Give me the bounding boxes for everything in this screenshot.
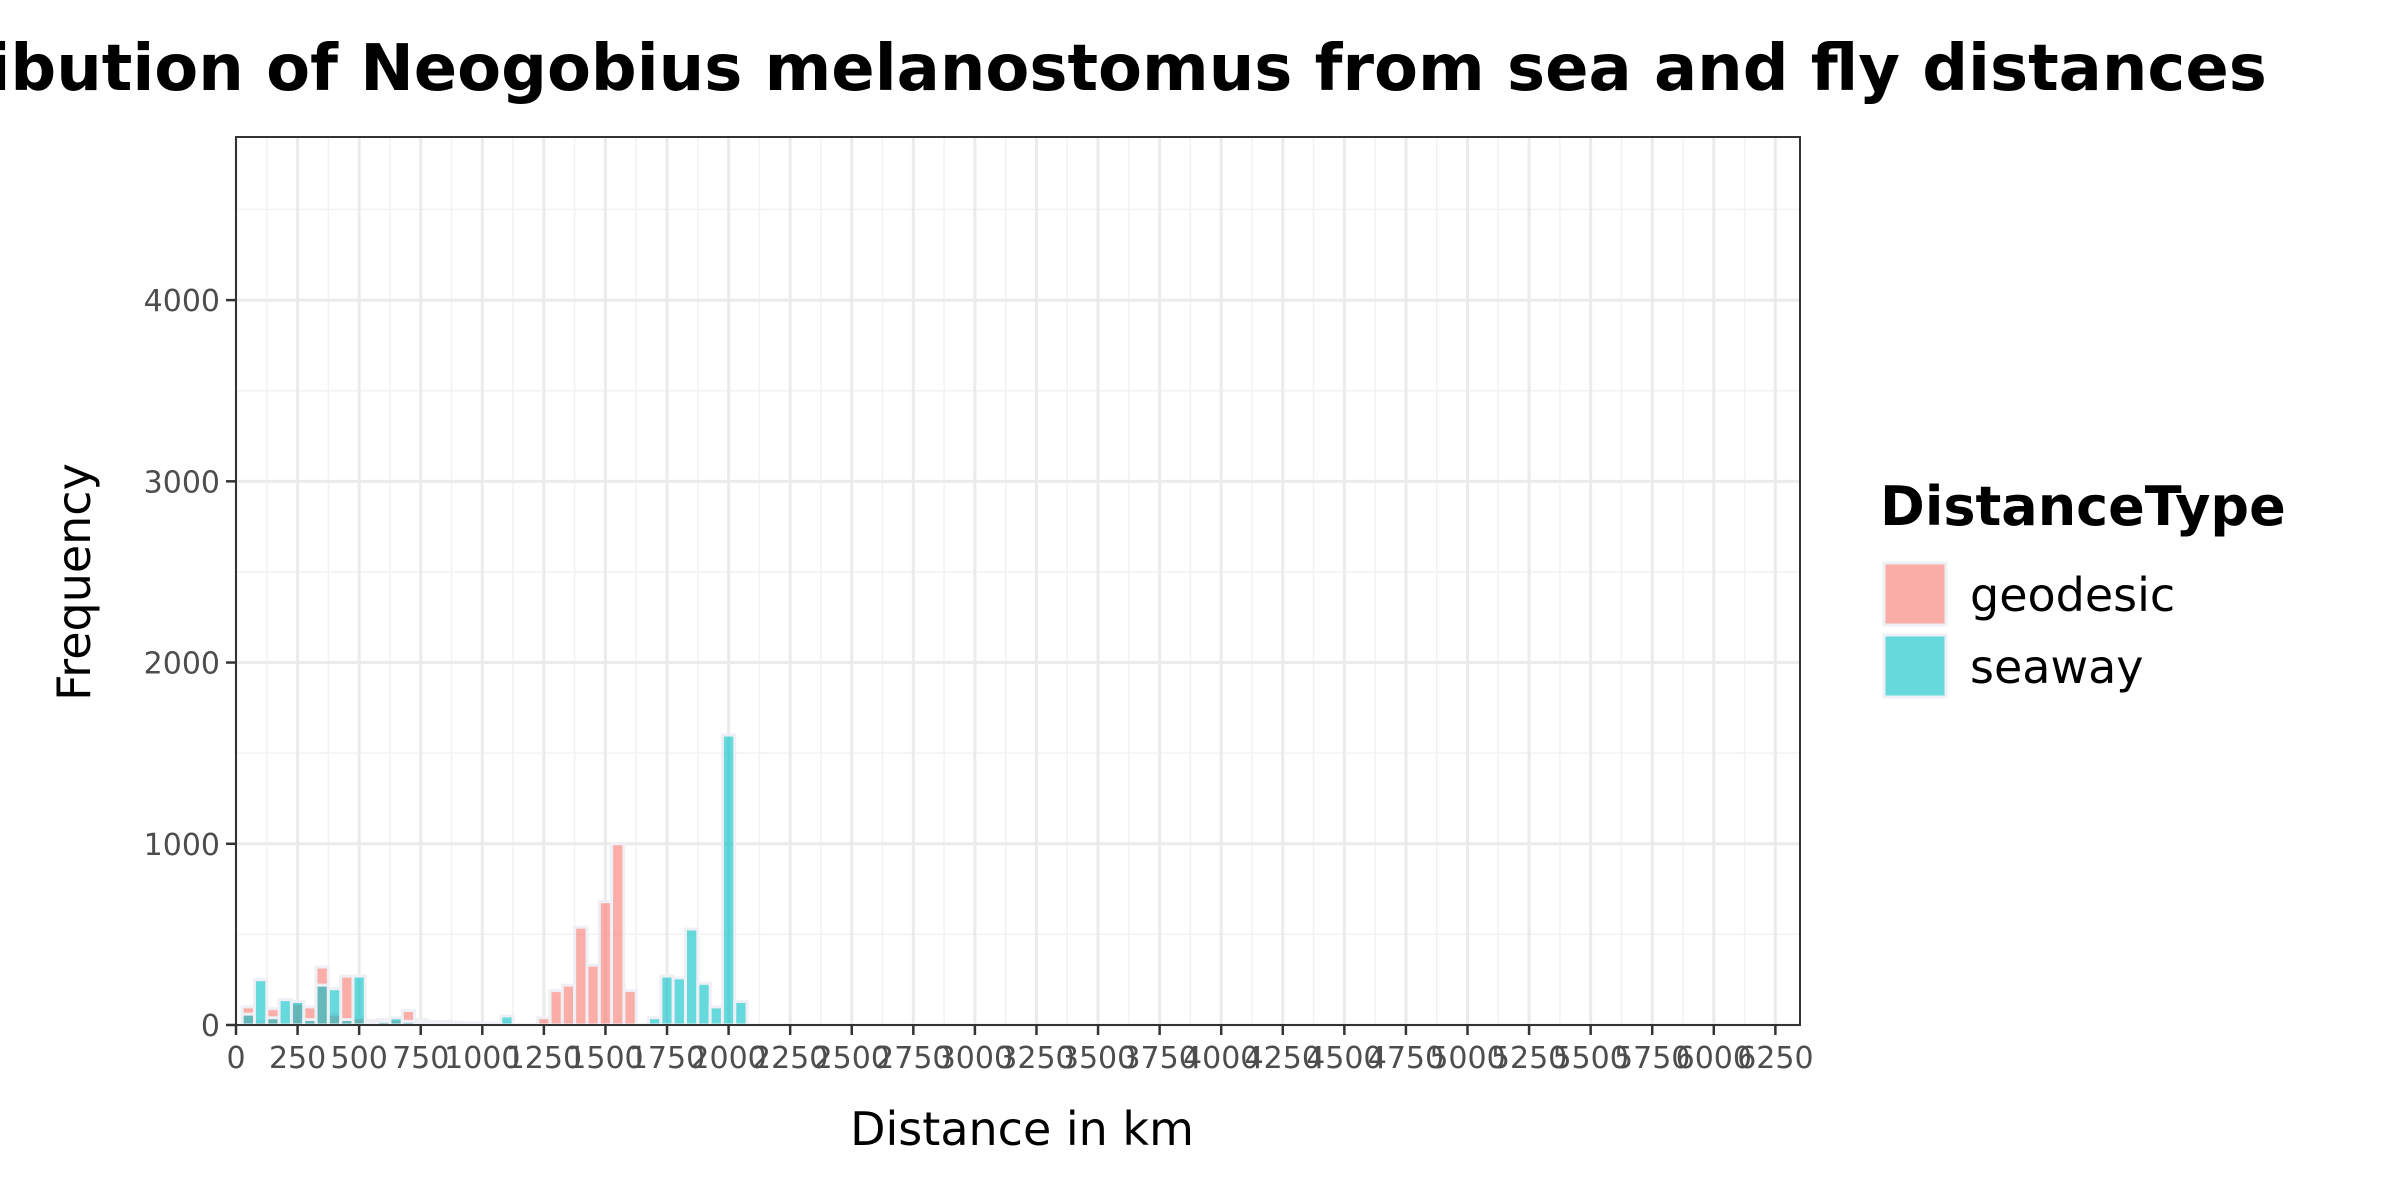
- bar-seaway: [388, 1016, 404, 1027]
- y-tick-label: 0: [201, 1009, 220, 1044]
- legend: DistanceType geodesic seaway: [1880, 475, 2286, 699]
- bar-geodesic: [536, 1016, 552, 1027]
- x-tick-label: 5500: [1552, 1041, 1628, 1076]
- bar-geodesic: [597, 900, 614, 1027]
- plot-background: [236, 137, 1800, 1025]
- x-tick-label: 4500: [1306, 1041, 1382, 1076]
- bar-seaway: [708, 1005, 724, 1027]
- bar-seaway: [696, 981, 712, 1027]
- x-tick-label: 3500: [1060, 1041, 1136, 1076]
- x-axis-title: Distance in km: [850, 1102, 1194, 1156]
- bar-seaway: [499, 1014, 515, 1027]
- x-tick-label: 1250: [506, 1041, 582, 1076]
- y-axis-title: Frequency: [47, 463, 101, 701]
- bar-seaway: [720, 733, 737, 1027]
- bar-geodesic: [548, 989, 564, 1027]
- x-tick-label: 3250: [998, 1041, 1074, 1076]
- bar-geodesic: [573, 925, 589, 1027]
- x-tick-label: 4000: [1183, 1041, 1259, 1076]
- bar-geodesic: [610, 842, 626, 1027]
- x-tick-label: 4750: [1368, 1041, 1444, 1076]
- bar-seaway: [289, 999, 306, 1027]
- bar-seaway: [326, 987, 343, 1027]
- bar-seaway: [683, 927, 700, 1027]
- plot-border: [235, 136, 1801, 1026]
- x-tick-label: 3000: [937, 1041, 1013, 1076]
- x-tick-label: 750: [392, 1041, 449, 1076]
- x-tick-label: 0: [226, 1041, 245, 1076]
- x-tick-label: 5750: [1614, 1041, 1690, 1076]
- bar-seaway: [314, 983, 330, 1027]
- y-tick-label: 4000: [144, 284, 220, 319]
- legend-key-geodesic: [1882, 561, 1948, 627]
- x-tick-label: 1750: [629, 1041, 705, 1076]
- x-tick-label: 1000: [444, 1041, 520, 1076]
- x-tick-label: 2000: [690, 1041, 766, 1076]
- y-tick-label: 1000: [144, 828, 220, 863]
- legend-label-seaway: seaway: [1970, 640, 2144, 694]
- bar-seaway: [647, 1016, 663, 1027]
- bar-seaway: [252, 978, 269, 1027]
- x-tick-label: 1500: [567, 1041, 643, 1076]
- legend-key-seaway: [1882, 633, 1948, 699]
- x-tick-label: 500: [331, 1041, 388, 1076]
- plot-area: 0 250 500 750100012501500175020002250250027…: [144, 136, 1814, 1076]
- chart-title: Distribution of Neogobius melanostomus f…: [0, 32, 2267, 106]
- legend-title: DistanceType: [1880, 475, 2286, 538]
- x-tick-label: 5250: [1491, 1041, 1567, 1076]
- x-tick-label: 4250: [1245, 1041, 1321, 1076]
- legend-items: geodesic seaway: [1882, 561, 2175, 699]
- bar-seaway: [277, 998, 293, 1027]
- bar-seaway: [733, 999, 749, 1027]
- bar-seaway: [240, 1012, 256, 1027]
- x-tick-label: 5000: [1429, 1041, 1505, 1076]
- y-tick-label: 2000: [144, 647, 220, 682]
- x-tick-label: 6250: [1737, 1041, 1813, 1076]
- x-tick-label: 2750: [875, 1041, 951, 1076]
- bar-geodesic: [560, 983, 577, 1027]
- bar-geodesic: [585, 963, 601, 1027]
- y-tick-label: 3000: [144, 465, 220, 500]
- bar-geodesic: [622, 989, 638, 1027]
- x-tick-label: 3750: [1121, 1041, 1197, 1076]
- x-tick-label: 250: [269, 1041, 326, 1076]
- bar-seaway: [265, 1016, 281, 1027]
- x-tick-label: 6000: [1676, 1041, 1752, 1076]
- bar-geodesic: [339, 974, 355, 1027]
- bar-seaway: [351, 974, 367, 1027]
- x-tick-label: 2250: [752, 1041, 828, 1076]
- legend-label-geodesic: geodesic: [1970, 568, 2175, 622]
- bar-seaway: [671, 976, 687, 1027]
- bar-seaway: [659, 974, 675, 1027]
- x-tick-label: 2500: [814, 1041, 890, 1076]
